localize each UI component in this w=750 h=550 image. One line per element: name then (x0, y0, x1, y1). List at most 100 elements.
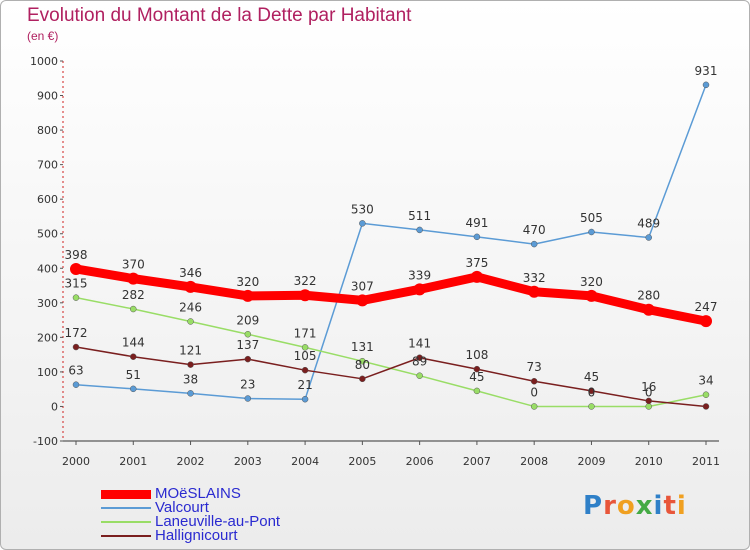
data-label-laneuville-au-pont: 282 (122, 288, 145, 302)
data-point-laneuville-au-pont (244, 331, 252, 338)
data-point-valcourt (416, 226, 423, 234)
data-label-hallignicourt: 80 (355, 358, 370, 372)
data-label-mo-slains: 398 (65, 248, 88, 262)
x-tick-label: 2001 (119, 455, 147, 468)
data-label-hallignicourt: 172 (65, 326, 88, 340)
data-point-hallignicourt (588, 387, 595, 395)
data-point-mo-slains (127, 272, 140, 285)
data-label-laneuville-au-pont: 246 (179, 300, 202, 314)
data-point-laneuville-au-pont (530, 403, 538, 410)
logo-letter: r (603, 491, 617, 521)
y-tick-label: 400 (37, 262, 58, 275)
proxiti-logo: Proxiti (583, 491, 687, 521)
data-point-valcourt (588, 228, 595, 236)
data-label-hallignicourt: 45 (584, 370, 599, 384)
y-tick-label: 200 (37, 331, 58, 344)
data-point-laneuville-au-pont (702, 391, 710, 398)
data-label-mo-slains: 247 (695, 300, 718, 314)
data-point-laneuville-au-pont (130, 305, 137, 313)
data-label-hallignicourt: 16 (641, 380, 656, 394)
y-tick-label: -100 (33, 435, 58, 448)
data-point-hallignicourt (130, 353, 137, 360)
logo-letter: o (616, 491, 636, 521)
y-tick-label: 600 (37, 193, 58, 206)
data-label-valcourt: 505 (580, 211, 603, 225)
x-tick-label: 2007 (463, 455, 491, 468)
x-tick-label: 2004 (291, 455, 319, 468)
data-label-laneuville-au-pont: 0 (530, 385, 538, 399)
y-tick-label: 900 (37, 90, 58, 103)
data-point-mo-slains (70, 262, 82, 275)
data-label-hallignicourt: 108 (465, 348, 488, 362)
data-point-mo-slains (241, 289, 254, 302)
data-label-mo-slains: 339 (408, 268, 431, 282)
data-point-valcourt (130, 385, 137, 393)
x-tick-label: 2010 (635, 455, 663, 468)
data-label-valcourt: 63 (68, 364, 83, 378)
data-label-laneuville-au-pont: 131 (351, 340, 374, 354)
data-label-valcourt: 21 (297, 378, 312, 392)
data-label-hallignicourt: 137 (236, 338, 259, 352)
data-label-valcourt: 530 (351, 202, 374, 216)
data-label-laneuville-au-pont: 209 (236, 313, 259, 327)
series-line-laneuville-au-pont (75, 296, 707, 408)
data-point-valcourt (187, 390, 194, 397)
x-tick-label: 2008 (520, 455, 548, 468)
data-label-laneuville-au-pont: 89 (412, 355, 427, 369)
data-point-hallignicourt (244, 355, 252, 363)
data-point-laneuville-au-pont (72, 294, 80, 301)
x-tick-label: 2011 (692, 455, 720, 468)
x-tick-label: 2005 (348, 455, 376, 468)
data-point-mo-slains (528, 285, 541, 298)
data-label-valcourt: 931 (695, 64, 718, 78)
legend-swatch (101, 490, 151, 499)
chart-title: Evolution du Montant de la Dette par Hab… (27, 5, 412, 26)
data-label-mo-slains: 307 (351, 279, 374, 293)
data-label-laneuville-au-pont: 171 (294, 326, 317, 340)
data-label-valcourt: 38 (183, 372, 198, 386)
data-point-laneuville-au-pont (588, 403, 595, 410)
x-tick-label: 2000 (62, 455, 90, 468)
legend-label: MOëSLAINS (155, 485, 241, 502)
data-label-laneuville-au-pont: 45 (469, 370, 484, 384)
data-label-hallignicourt: 141 (408, 337, 431, 351)
data-point-laneuville-au-pont (645, 403, 652, 410)
data-point-hallignicourt (530, 377, 538, 385)
data-point-mo-slains (299, 289, 312, 302)
legend-swatch (101, 521, 151, 523)
data-point-valcourt (473, 233, 481, 241)
data-point-valcourt (244, 395, 252, 402)
series-line-valcourt (75, 84, 707, 400)
series-line-hallignicourt (75, 346, 707, 408)
chart-subtitle: (en €) (27, 29, 59, 43)
y-tick-label: 100 (37, 366, 58, 379)
data-point-laneuville-au-pont (416, 372, 423, 379)
data-label-mo-slains: 320 (580, 275, 603, 289)
data-point-laneuville-au-pont (359, 357, 366, 365)
y-tick-label: 800 (37, 124, 58, 137)
data-point-laneuville-au-pont (301, 344, 309, 351)
data-label-hallignicourt: 121 (179, 344, 202, 358)
data-point-hallignicourt (72, 343, 80, 351)
x-tick-label: 2002 (177, 455, 205, 468)
legend-swatch (101, 535, 151, 537)
data-label-mo-slains: 280 (637, 289, 660, 303)
data-point-hallignicourt (473, 365, 481, 373)
logo-letter: P (583, 491, 604, 521)
data-label-mo-slains: 375 (465, 256, 488, 270)
data-point-valcourt (301, 395, 309, 403)
data-point-hallignicourt (645, 397, 652, 405)
data-point-hallignicourt (359, 375, 366, 383)
data-label-mo-slains: 320 (236, 275, 259, 289)
data-label-mo-slains: 322 (294, 274, 317, 288)
legend-label: Laneuville-au-Pont (155, 513, 281, 530)
data-point-mo-slains (356, 294, 369, 307)
data-label-laneuville-au-pont: 34 (698, 374, 713, 388)
data-label-valcourt: 51 (126, 368, 141, 382)
data-point-hallignicourt (416, 354, 423, 361)
data-label-mo-slains: 370 (122, 258, 145, 272)
data-point-hallignicourt (187, 361, 194, 368)
data-point-valcourt (72, 381, 80, 388)
data-point-mo-slains (642, 303, 655, 316)
